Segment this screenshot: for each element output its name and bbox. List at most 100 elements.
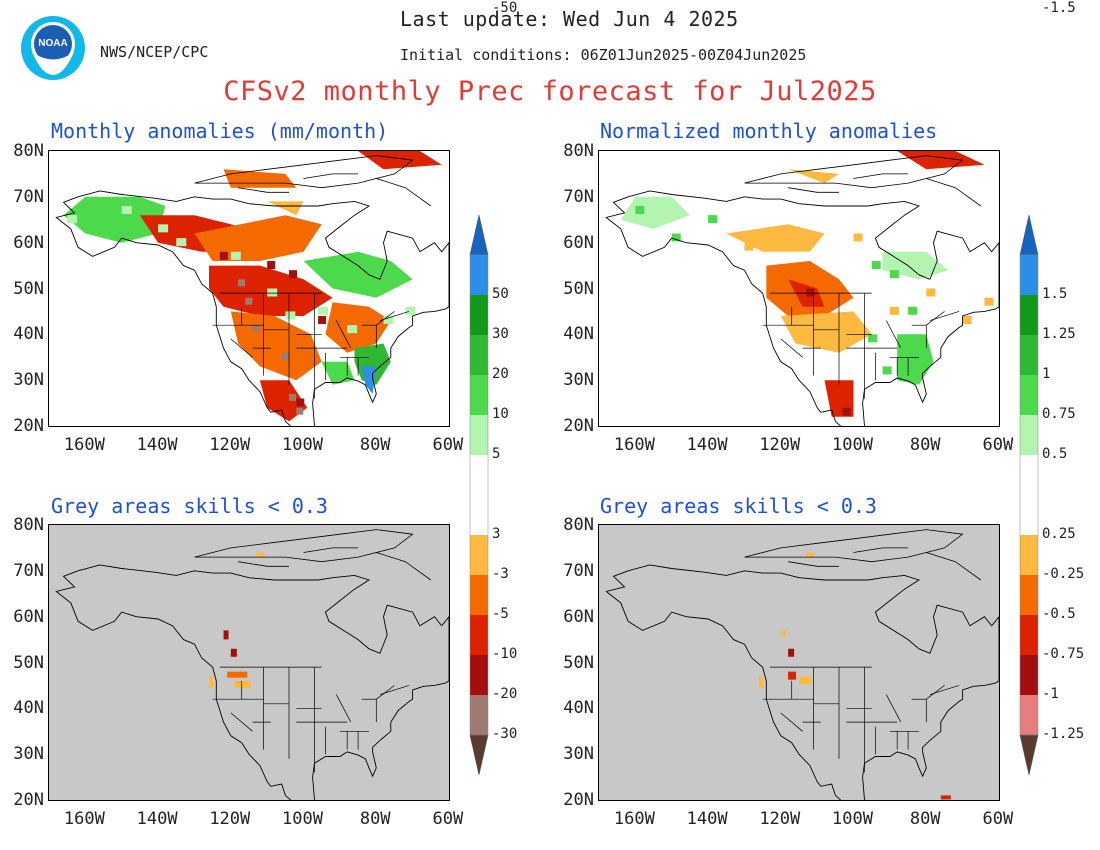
lon-tick-label: 140W [686, 809, 728, 829]
lon-tick-label: 80W [909, 809, 941, 829]
forecast-cell [234, 680, 251, 688]
forecast-cell [267, 288, 278, 297]
forecast-cell [230, 648, 237, 657]
island-outline [788, 187, 839, 193]
lat-tick-label: 50N [13, 278, 44, 299]
colorbar-segment [1020, 535, 1038, 575]
lat-tick-label: 80N [13, 141, 44, 161]
lon-tick-label: 80W [359, 435, 391, 455]
forecast-cell [296, 398, 305, 407]
lat-tick-label: 70N [563, 560, 594, 581]
coastline [55, 564, 449, 800]
island-outline [303, 173, 359, 179]
colorbar-arrow-bottom [1019, 734, 1039, 776]
forecast-cell [842, 407, 851, 416]
lat-tick-label: 80N [563, 515, 594, 535]
colorbar-tick-label: -1.5 [1042, 0, 1076, 16]
normalized-skill-map [598, 524, 1000, 801]
state-border [929, 311, 960, 321]
forecast-cell [67, 215, 78, 224]
colorbar-segment [1020, 575, 1038, 615]
lat-tick-label: 80N [13, 515, 44, 535]
forecast-cell [256, 552, 265, 558]
forecast-cell [121, 206, 132, 214]
colorbar-tick-label: 20 [492, 366, 509, 382]
forecast-cell [889, 270, 899, 279]
colorbar-tick-label: 50 [492, 286, 509, 302]
colorbar-tick-label: 1.5 [1042, 286, 1068, 302]
lon-tick-label: 160W [63, 809, 105, 829]
panel-title-anomaly-skill: Grey areas skills < 0.3 [51, 494, 328, 518]
lat-tick-label: 70N [13, 560, 44, 581]
forecast-cell [238, 279, 246, 287]
lon-tick-label: 60W [982, 435, 1014, 455]
forecast-cell [911, 334, 921, 343]
forecast-region [726, 224, 825, 252]
lon-tick-label: 60W [982, 809, 1014, 829]
lon-tick-label: 160W [613, 435, 655, 455]
state-border [230, 712, 253, 732]
lat-tick-label: 60N [13, 606, 44, 627]
forecast-cell [383, 316, 394, 324]
lat-tick-label: 70N [13, 186, 44, 207]
forecast-cell [209, 676, 213, 689]
forecast-cell [889, 306, 899, 315]
colorbar-segment [1020, 335, 1038, 375]
forecast-cell [227, 671, 248, 678]
forecast-cell [908, 306, 918, 315]
colorbar-segment [470, 295, 488, 335]
forecast-cell [780, 630, 786, 637]
state-border [780, 712, 803, 732]
forecast-region [230, 311, 322, 381]
forecast-region [620, 196, 690, 229]
forecast-cell [318, 316, 327, 324]
colorbar-segment [1020, 455, 1038, 535]
colorbar-segment [470, 615, 488, 655]
last-update-text: Last update: Wed Jun 4 2025 [400, 7, 739, 31]
coastline [605, 564, 999, 800]
forecast-cell [347, 325, 358, 334]
lat-tick-label: 20N [13, 416, 44, 436]
lat-tick-label: 20N [563, 416, 594, 436]
state-border [335, 694, 352, 723]
lat-tick-label: 50N [13, 652, 44, 673]
lat-tick-label: 50N [563, 652, 594, 673]
island-outline [853, 173, 909, 179]
panel-title-anomalies: Monthly anomalies (mm/month) [51, 119, 389, 143]
forecast-region [85, 178, 166, 197]
forecast-region [194, 215, 322, 261]
forecast-cell [806, 288, 815, 297]
colorbar-segment [1020, 255, 1038, 295]
forecast-region [267, 201, 304, 216]
forecast-cell [962, 316, 972, 324]
forecast-region [788, 169, 839, 184]
forecast-cell [296, 407, 304, 415]
panel-title-normalized: Normalized monthly anomalies [600, 119, 938, 143]
lat-tick-label: 80N [563, 141, 594, 161]
lat-tick-label: 20N [13, 790, 44, 810]
colorbar-segment [470, 415, 488, 455]
colorbar-tick-label: 1.25 [1042, 326, 1076, 342]
colorbar-arrow-top [1019, 214, 1039, 256]
forecast-cell [882, 366, 892, 375]
lat-tick-label: 60N [13, 232, 44, 253]
state-border [335, 320, 352, 349]
forecast-region [358, 151, 442, 170]
lon-tick-label: 120W [209, 809, 251, 829]
lon-tick-label: 100W [282, 809, 323, 829]
island-outline [788, 561, 839, 567]
state-border [376, 685, 395, 700]
forecast-cell [405, 306, 416, 315]
lat-tick-label: 20N [563, 790, 594, 810]
colorbar-tick-label: -50 [492, 0, 518, 16]
lat-tick-label: 60N [563, 232, 594, 253]
lat-tick-label: 30N [563, 370, 594, 391]
forecast-cell [219, 251, 228, 260]
colorbar-segment [1020, 415, 1038, 455]
forecast-cell [252, 325, 260, 333]
forecast-cell [245, 297, 253, 305]
island-outline [376, 178, 432, 207]
colorbar-segment [470, 655, 488, 695]
state-border [379, 311, 410, 321]
colorbar-tick-label: 3 [492, 526, 501, 542]
